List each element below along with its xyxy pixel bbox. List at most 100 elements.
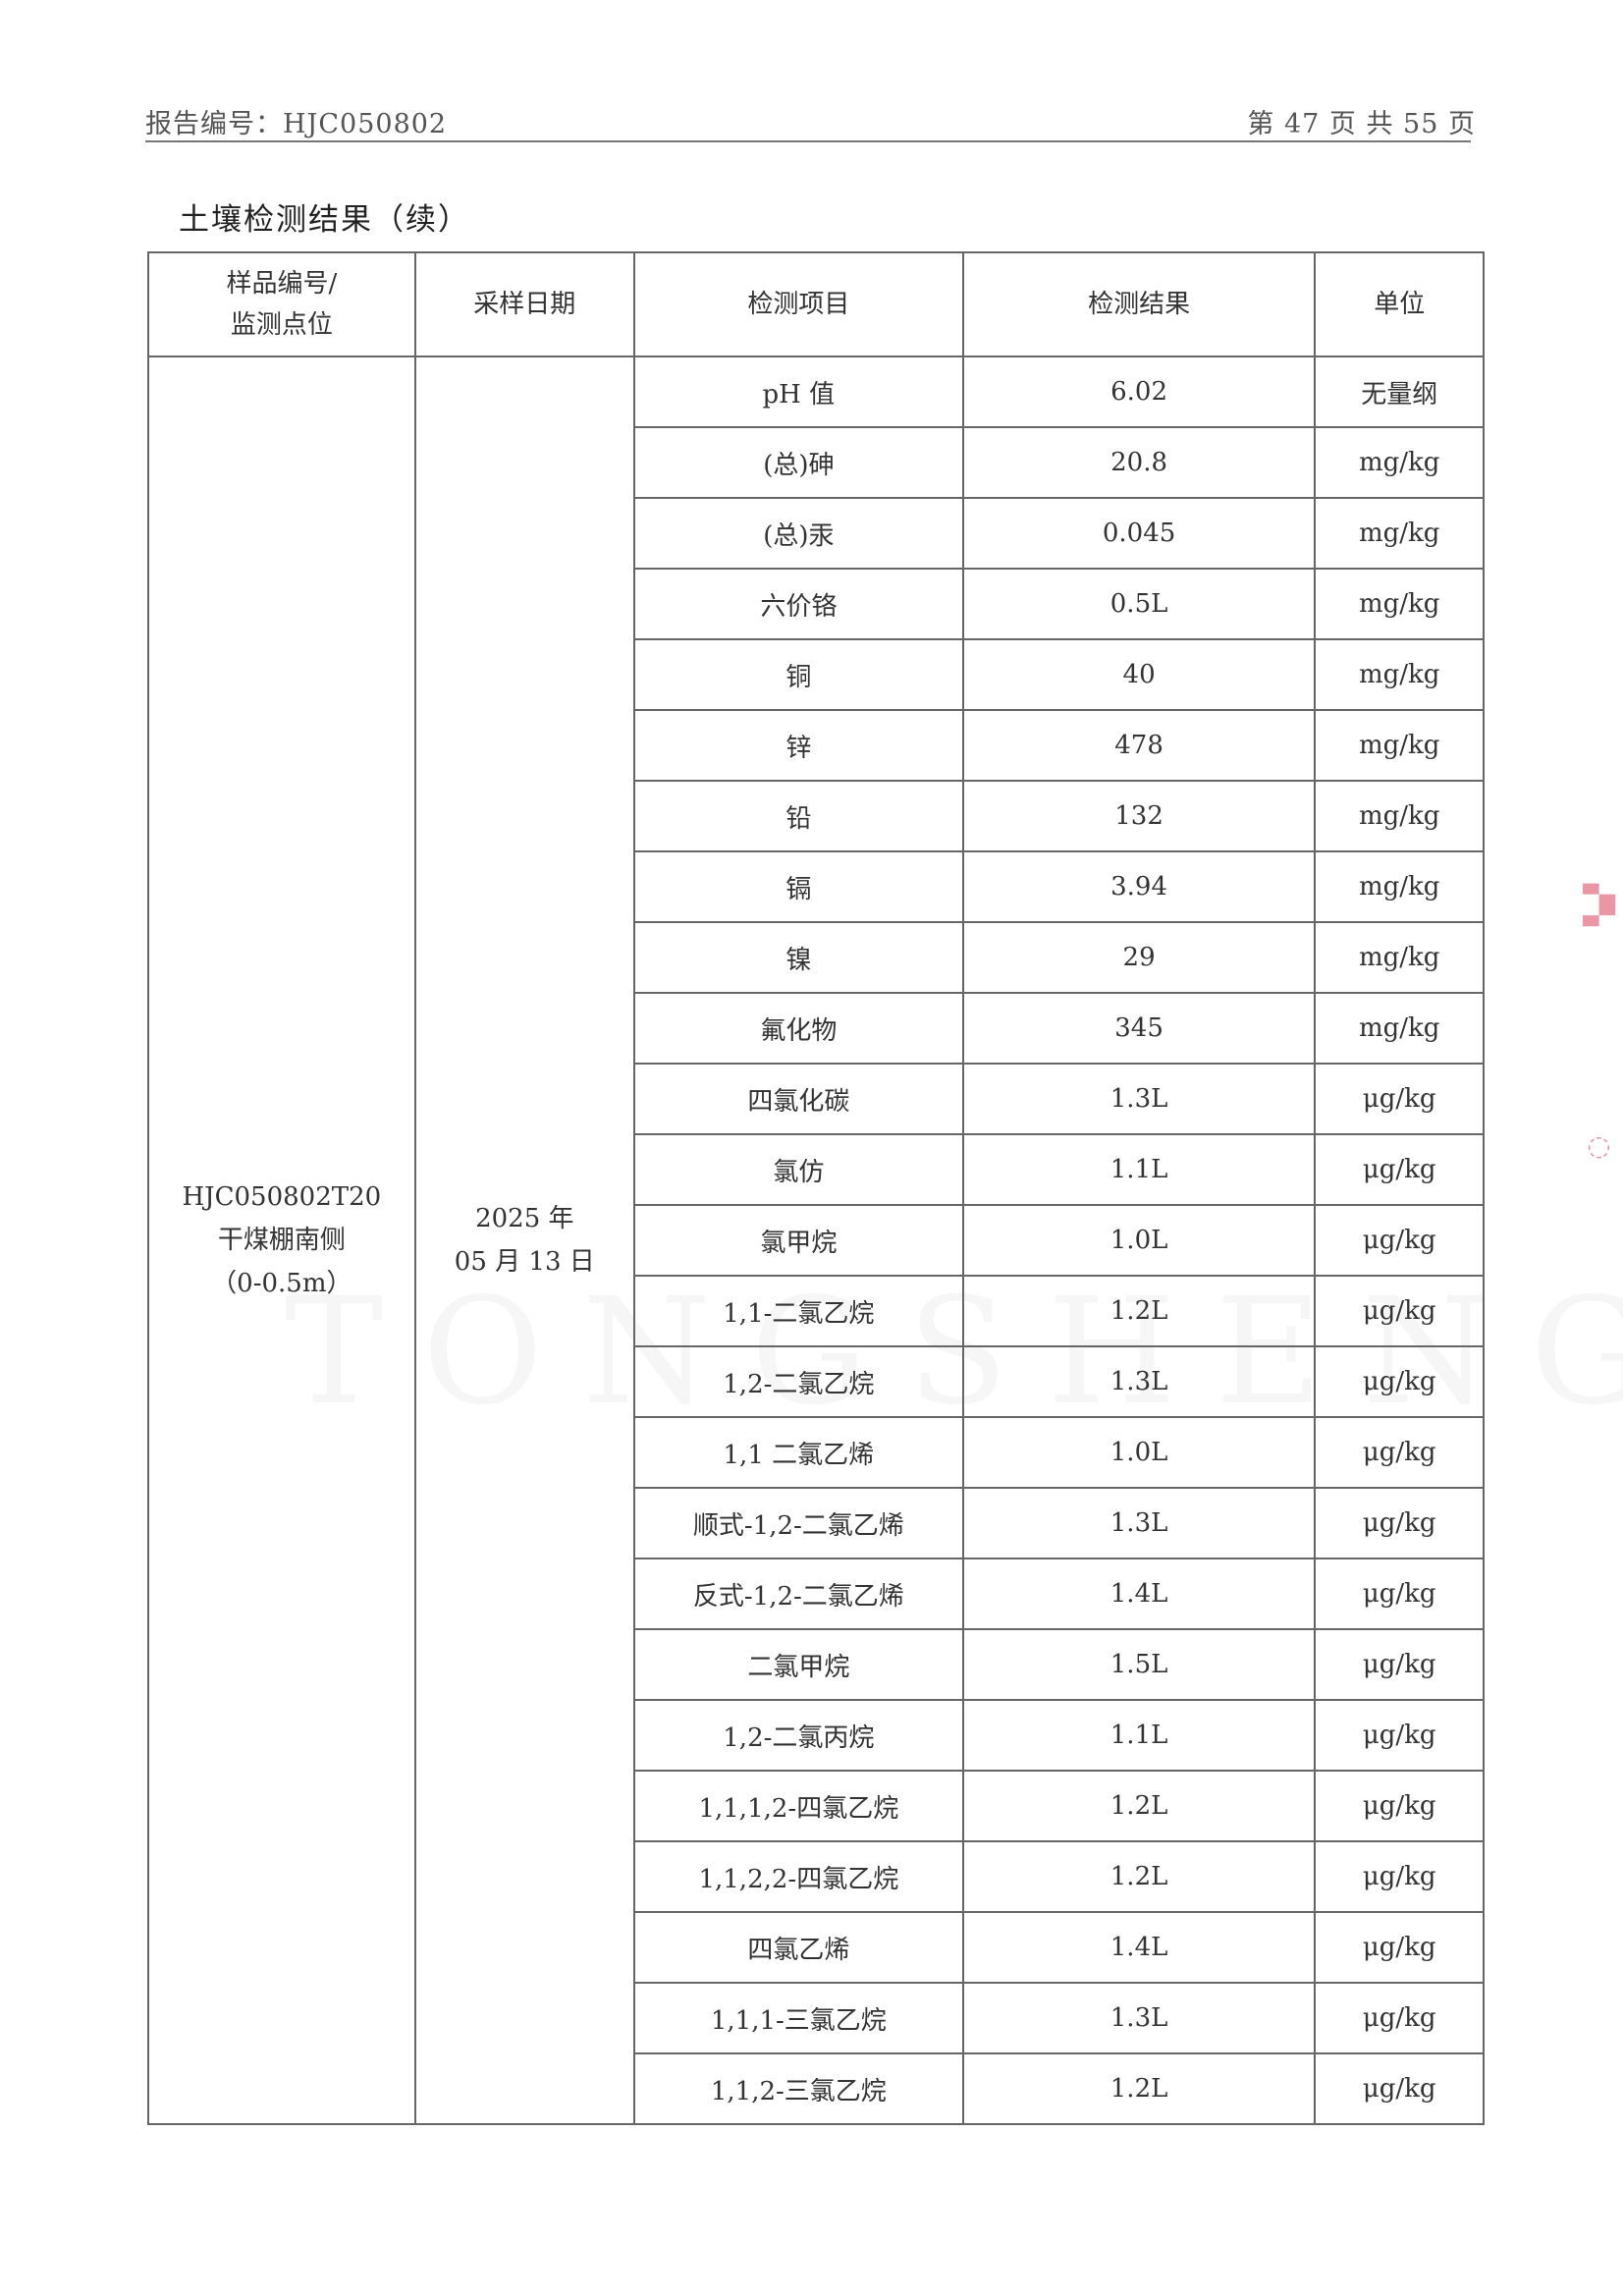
item-cell: 1,2-二氯丙烷 bbox=[632, 1699, 964, 1772]
unit-cell: mg/kg bbox=[1314, 426, 1485, 499]
item-cell: 四氯化碳 bbox=[632, 1063, 964, 1135]
unit-cell: μg/kg bbox=[1314, 1558, 1485, 1630]
item-cell: 镉 bbox=[632, 850, 964, 923]
result-cell: 1.0L bbox=[961, 1416, 1317, 1489]
table-row: 1,1 二氯乙烯 1.0L μg/kg bbox=[148, 1416, 1485, 1489]
table-header-row: 样品编号/ 监测点位 采样日期 检测项目 检测结果 单位 bbox=[147, 251, 1485, 357]
unit-cell: μg/kg bbox=[1314, 1628, 1485, 1701]
results-table: 样品编号/ 监测点位 采样日期 检测项目 检测结果 单位 HJC050802T2… bbox=[147, 251, 1485, 2125]
unit-cell: mg/kg bbox=[1314, 921, 1485, 994]
table-row: 铅 132 mg/kg bbox=[148, 780, 1485, 852]
unit-cell: μg/kg bbox=[1314, 1487, 1485, 1559]
item-cell: 四氯乙烯 bbox=[632, 1911, 964, 1984]
item-cell: 1,1 二氯乙烯 bbox=[632, 1416, 964, 1489]
sample-cell: HJC050802T20 干煤棚南侧 （0-0.5m） bbox=[147, 355, 416, 2125]
table-row: 氯甲烷 1.0L μg/kg bbox=[148, 1204, 1485, 1277]
item-cell: (总)砷 bbox=[632, 426, 964, 499]
item-cell: 1,1,1-三氯乙烷 bbox=[632, 1982, 964, 2054]
unit-cell: μg/kg bbox=[1314, 1204, 1485, 1277]
unit-cell: μg/kg bbox=[1314, 1840, 1485, 1913]
result-cell: 1.2L bbox=[961, 1275, 1317, 1347]
table-row: 镍 29 mg/kg bbox=[148, 921, 1485, 994]
table-row: 1,1,1,2-四氯乙烷 1.2L μg/kg bbox=[148, 1770, 1485, 1842]
result-cell: 1.3L bbox=[961, 1487, 1317, 1559]
unit-cell: μg/kg bbox=[1314, 1275, 1485, 1347]
table-row: 1,1,2,2-四氯乙烷 1.2L μg/kg bbox=[148, 1840, 1485, 1913]
table-row: 氟化物 345 mg/kg bbox=[148, 992, 1485, 1065]
unit-cell: μg/kg bbox=[1314, 1982, 1485, 2054]
unit-cell: mg/kg bbox=[1314, 992, 1485, 1065]
table-row: 1,1-二氯乙烷 1.2L μg/kg bbox=[148, 1275, 1485, 1347]
result-cell: 0.045 bbox=[961, 497, 1317, 570]
result-cell: 20.8 bbox=[961, 426, 1317, 499]
result-cell: 132 bbox=[961, 780, 1317, 852]
result-cell: 478 bbox=[961, 709, 1317, 782]
unit-cell: μg/kg bbox=[1314, 1063, 1485, 1135]
table-row: HJC050802T20 干煤棚南侧 （0-0.5m） 2025 年 05 月 … bbox=[147, 355, 1485, 2125]
result-cell: 1.2L bbox=[961, 1840, 1317, 1913]
unit-cell: μg/kg bbox=[1314, 1133, 1485, 1206]
table-row: 反式-1,2-二氯乙烯 1.4L μg/kg bbox=[148, 1558, 1485, 1630]
report-number: 报告编号：HJC050802 bbox=[145, 109, 448, 139]
table-row: 氯仿 1.1L μg/kg bbox=[148, 1133, 1485, 1206]
seal-mark: ▞▚ bbox=[1583, 884, 1615, 927]
result-cell: 1.4L bbox=[961, 1558, 1317, 1630]
unit-cell: 无量纲 bbox=[1314, 355, 1485, 428]
table-row: (总)汞 0.045 mg/kg bbox=[148, 497, 1485, 570]
col-sample: 样品编号/ 监测点位 bbox=[147, 251, 416, 357]
table-row: 四氯化碳 1.3L μg/kg bbox=[148, 1063, 1485, 1135]
seal-mark: ◌ bbox=[1583, 1129, 1615, 1162]
unit-cell: mg/kg bbox=[1314, 638, 1485, 711]
unit-cell: mg/kg bbox=[1314, 850, 1485, 923]
item-cell: 铅 bbox=[632, 780, 964, 852]
result-cell: 1.2L bbox=[961, 1770, 1317, 1842]
table-row: 镉 3.94 mg/kg bbox=[148, 850, 1485, 923]
result-cell: 1.2L bbox=[961, 2052, 1317, 2125]
unit-cell: mg/kg bbox=[1314, 497, 1485, 570]
item-cell: 顺式-1,2-二氯乙烯 bbox=[632, 1487, 964, 1559]
unit-cell: μg/kg bbox=[1314, 1911, 1485, 1984]
item-cell: pH 值 bbox=[632, 355, 964, 428]
table-row: 锌 478 mg/kg bbox=[148, 709, 1485, 782]
page-title: 土壤检测结果（续） bbox=[179, 202, 470, 238]
unit-cell: mg/kg bbox=[1314, 780, 1485, 852]
sample-id: HJC050802T20 bbox=[182, 1182, 382, 1212]
result-cell: 1.3L bbox=[961, 1345, 1317, 1418]
result-cell: 1.3L bbox=[961, 1063, 1317, 1135]
unit-cell: μg/kg bbox=[1314, 1416, 1485, 1489]
item-cell: 二氯甲烷 bbox=[632, 1628, 964, 1701]
item-cell: 1,2-二氯乙烷 bbox=[632, 1345, 964, 1418]
table-row: 铜 40 mg/kg bbox=[148, 638, 1485, 711]
result-cell: 1.3L bbox=[961, 1982, 1317, 2054]
result-cell: 3.94 bbox=[961, 850, 1317, 923]
item-cell: 六价铬 bbox=[632, 568, 964, 640]
item-cell: 锌 bbox=[632, 709, 964, 782]
result-cell: 345 bbox=[961, 992, 1317, 1065]
table-row: 1,2-二氯丙烷 1.1L μg/kg bbox=[148, 1699, 1485, 1772]
table-row: 二氯甲烷 1.5L μg/kg bbox=[148, 1628, 1485, 1701]
unit-cell: μg/kg bbox=[1314, 1770, 1485, 1842]
item-cell: (总)汞 bbox=[632, 497, 964, 570]
date-day: 05 月 13 日 bbox=[454, 1247, 595, 1277]
date-year: 2025 年 bbox=[475, 1204, 574, 1233]
unit-cell: μg/kg bbox=[1314, 1699, 1485, 1772]
item-cell: 1,1,2,2-四氯乙烷 bbox=[632, 1840, 964, 1913]
sample-depth: （0-0.5m） bbox=[211, 1269, 352, 1298]
result-cell: 29 bbox=[961, 921, 1317, 994]
result-cell: 1.1L bbox=[961, 1133, 1317, 1206]
result-cell: 0.5L bbox=[961, 568, 1317, 640]
unit-cell: mg/kg bbox=[1314, 709, 1485, 782]
table-row: (总)砷 20.8 mg/kg bbox=[148, 426, 1485, 499]
result-cell: 6.02 bbox=[961, 355, 1317, 428]
item-cell: 铜 bbox=[632, 638, 964, 711]
result-cell: 1.5L bbox=[961, 1628, 1317, 1701]
col-result: 检测结果 bbox=[961, 251, 1317, 357]
result-cell: 1.0L bbox=[961, 1204, 1317, 1277]
item-cell: 氯甲烷 bbox=[632, 1204, 964, 1277]
col-item: 检测项目 bbox=[632, 251, 964, 357]
unit-cell: mg/kg bbox=[1314, 568, 1485, 640]
item-cell: 反式-1,2-二氯乙烯 bbox=[632, 1558, 964, 1630]
unit-cell: μg/kg bbox=[1314, 2052, 1485, 2125]
table-row: 顺式-1,2-二氯乙烯 1.3L μg/kg bbox=[148, 1487, 1485, 1559]
col-date: 采样日期 bbox=[413, 251, 635, 357]
